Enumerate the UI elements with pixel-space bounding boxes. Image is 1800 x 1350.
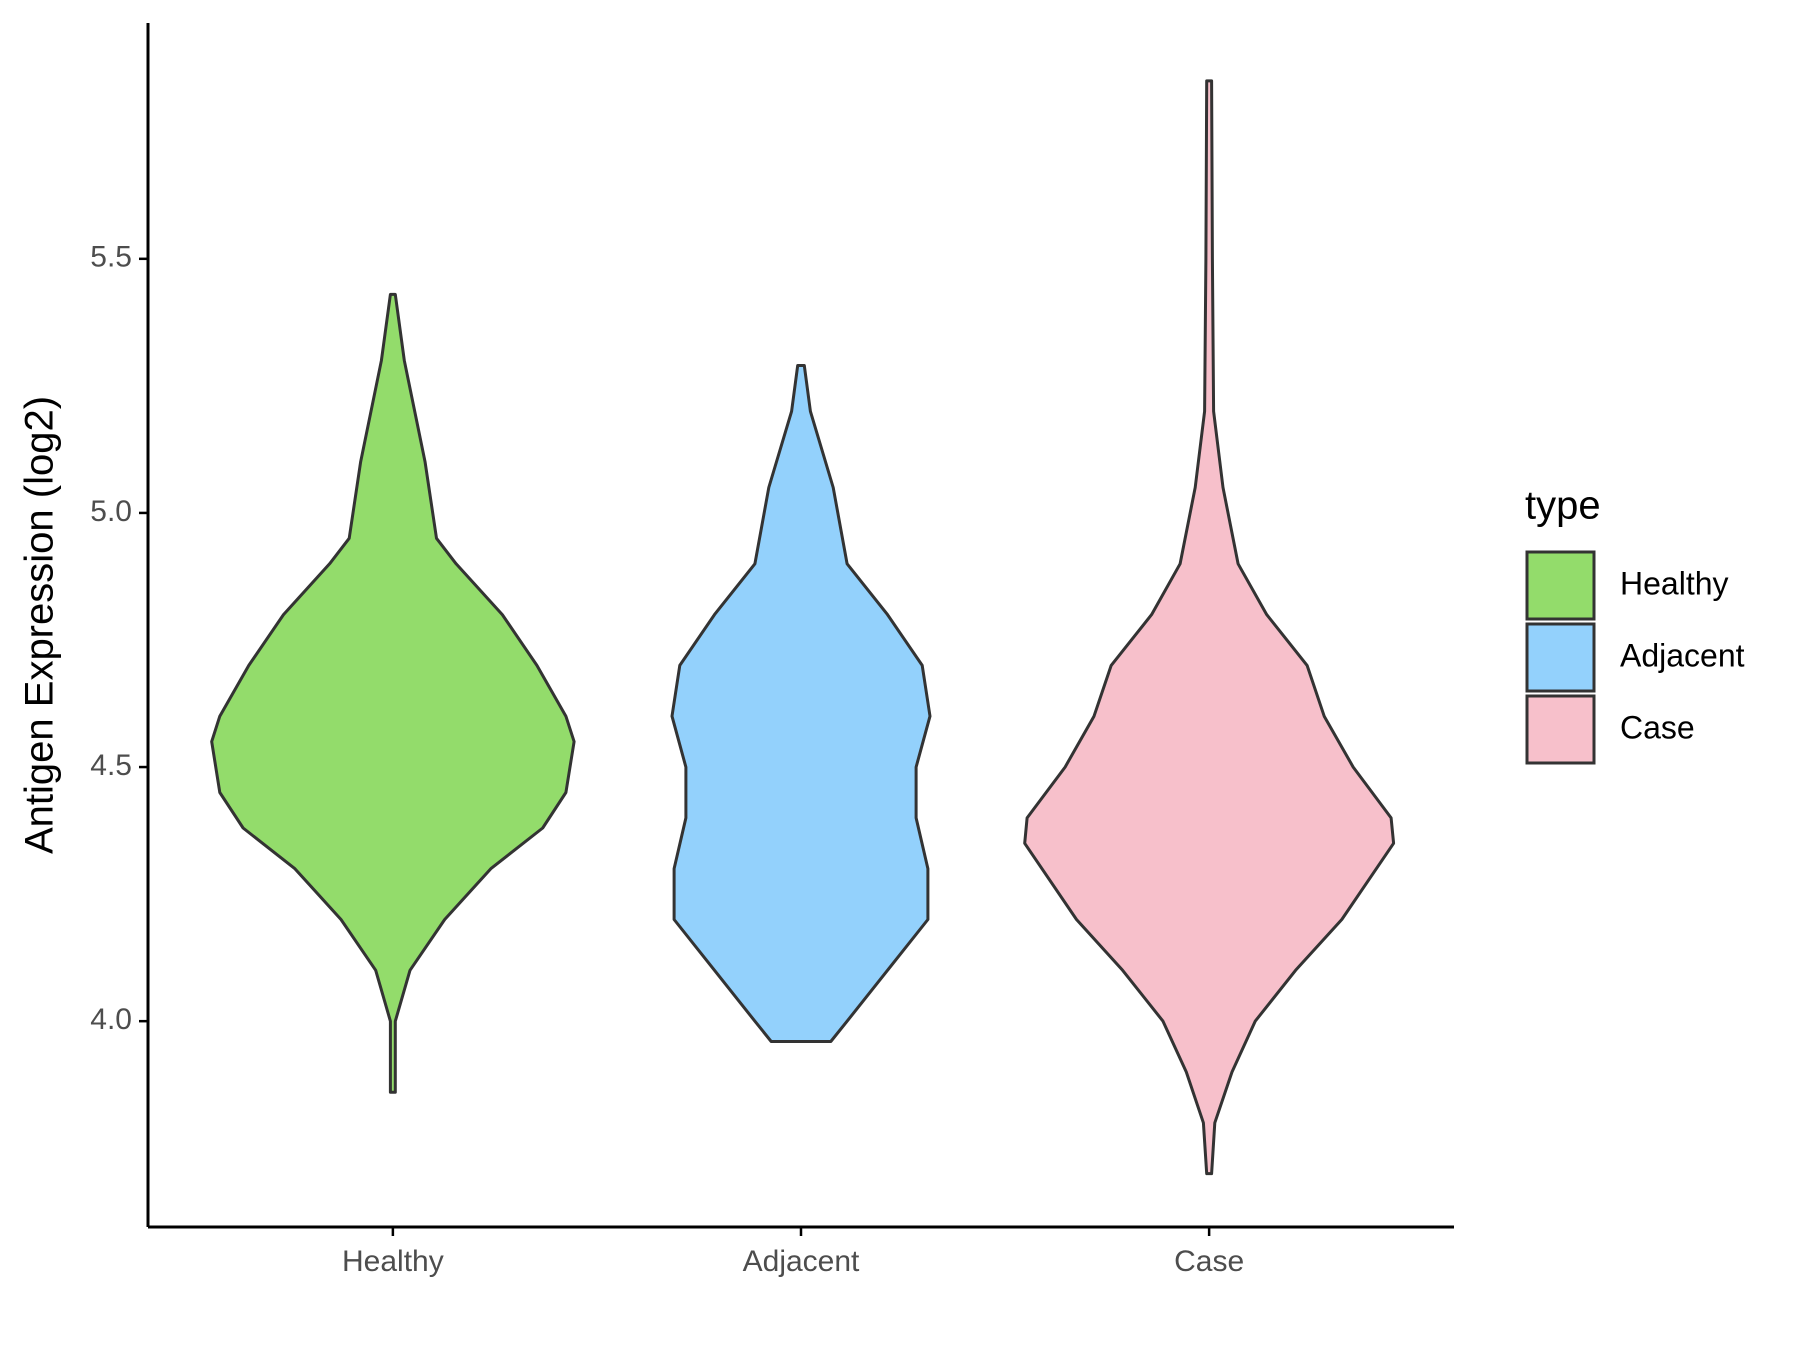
violin	[670, 364, 932, 1043]
y-tick-label: 5.0	[90, 495, 132, 528]
x-tick-label: Healthy	[342, 1245, 444, 1278]
x-tick-label: Case	[1174, 1245, 1244, 1278]
violin	[210, 292, 576, 1094]
legend-key	[1525, 622, 1596, 693]
legend-title: type	[1525, 484, 1601, 528]
legend-label: Healthy	[1620, 565, 1729, 601]
legend-key	[1525, 550, 1596, 621]
y-axis-title: Antigen Expression (log2)	[18, 396, 62, 854]
violin	[1023, 79, 1396, 1176]
legend-label: Case	[1620, 709, 1695, 745]
y-tick-label: 5.5	[90, 241, 132, 274]
legend-label: Adjacent	[1620, 637, 1745, 673]
y-tick-label: 4.0	[90, 1003, 132, 1036]
x-tick-label: Adjacent	[743, 1245, 860, 1278]
legend-key	[1525, 694, 1596, 765]
y-tick-label: 4.5	[90, 749, 132, 782]
